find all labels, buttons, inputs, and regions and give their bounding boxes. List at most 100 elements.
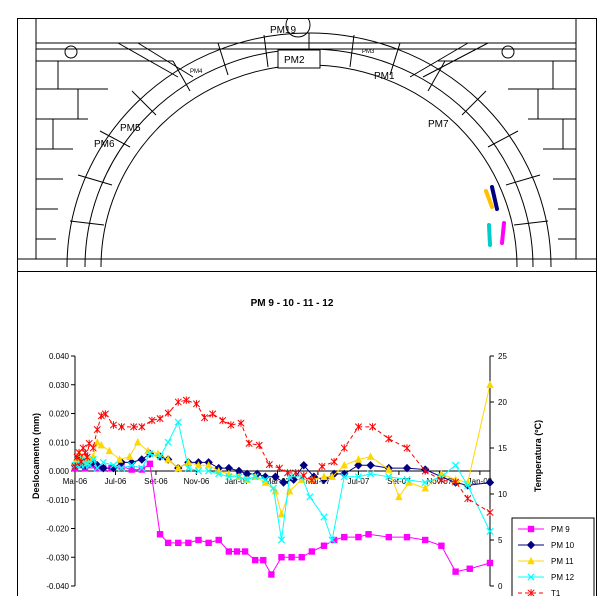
series-pm11 [71,380,494,518]
data-point-t1 [300,471,308,480]
data-point-pm10 [279,478,288,487]
data-point-pm11 [385,465,393,473]
drawing-label-pm6: PM6 [94,139,115,150]
data-point-pm12 [225,473,233,481]
data-point-pm12 [328,536,336,544]
data-point-pm11 [97,440,106,449]
data-point-pm9 [341,533,348,541]
data-point-pm12 [269,484,278,492]
data-point-pm11 [184,458,193,466]
data-point-t1 [421,467,429,475]
sensor-pm10-marker [490,185,499,211]
data-point-pm9 [466,565,473,572]
data-point-t1 [83,453,91,461]
y-tick-label: 0.010 [49,438,70,447]
legend-label-t1: T1 [551,589,561,596]
data-point-pm11 [174,463,182,472]
y2-tick-label: 20 [498,398,507,407]
data-point-t1 [209,410,217,418]
data-point-pm11 [486,380,494,388]
data-point-pm11 [164,455,172,463]
data-point-pm9 [138,466,146,473]
y-tick-label: 0.020 [49,410,70,419]
x-tick-label: Jul-06 [105,477,127,486]
data-point-t1 [130,423,138,431]
data-point-t1 [340,444,348,452]
data-point-pm9 [215,536,222,544]
data-point-t1 [227,421,235,429]
data-point-pm12 [194,467,203,475]
data-point-pm9 [164,539,172,547]
data-point-t1 [71,462,79,471]
data-point-pm10 [340,469,349,479]
data-point-t1 [452,478,460,486]
legend-box [511,517,595,596]
drawing-label-pm19: PM19 [270,25,297,36]
data-point-pm11 [105,446,114,455]
data-point-pm12 [204,467,213,475]
data-point-pm12 [486,527,494,535]
data-point-pm12 [385,473,393,481]
x-tick-label: Jul-07 [348,477,370,486]
data-point-t1 [219,416,227,425]
data-point-pm11 [366,452,375,460]
data-point-pm9 [195,536,202,544]
data-point-t1 [101,410,109,418]
data-point-t1 [245,439,253,448]
data-point-t1 [109,421,118,429]
series-line-t1 [74,399,491,513]
data-point-pm11 [93,438,101,446]
data-point-pm9 [128,466,135,473]
data-point-pm12 [117,464,126,472]
data-point-pm12 [421,478,429,487]
y-tick-label: 0.000 [49,467,70,476]
data-point-pm12 [128,461,136,469]
data-point-pm12 [366,470,375,478]
data-point-pm9 [278,554,285,561]
x-tick-label: Mai-06 [63,477,88,486]
data-point-pm10 [354,461,363,470]
data-point-pm10 [271,472,280,481]
data-point-pm12 [156,453,164,461]
legend-label-pm12: PM 12 [551,573,575,582]
data-point-pm11 [115,455,124,463]
data-point-pm9 [422,536,429,544]
data-point-pm9 [156,531,164,538]
data-point-pm9 [268,571,275,578]
y2-tick-label: 0 [498,582,503,591]
data-point-pm9 [251,556,259,564]
data-point-pm11 [421,484,429,492]
data-point-pm12 [109,461,118,469]
data-point-pm12 [85,461,93,469]
data-point-pm11 [125,452,134,460]
data-point-pm11 [204,461,213,469]
y-tick-label: -0.020 [46,525,69,534]
data-point-pm12 [277,536,286,544]
data-point-pm9 [365,531,372,538]
data-point-t1 [182,396,190,404]
series-line-pm11 [74,384,491,516]
data-point-pm9 [118,463,125,470]
data-point-pm10 [89,458,98,467]
data-point-pm9 [438,542,445,549]
data-point-t1 [255,441,263,449]
data-point-t1 [369,423,377,431]
data-point-t1 [93,425,101,434]
data-point-pm12 [99,458,107,466]
data-point-t1 [464,494,472,503]
data-point-pm9 [320,542,328,549]
x-tick-label: Set-06 [144,477,168,486]
data-point-pm11 [328,472,336,480]
data-point-pm12 [93,464,101,472]
data-point-pm12 [261,476,269,484]
y2-tick-label: 10 [498,490,507,499]
legend-marker-pm11 [527,556,535,565]
drawing-label-pm1: PM1 [374,71,395,82]
drawing-label-pm4: PM4 [190,69,203,75]
data-point-t1 [97,412,105,420]
data-point-pm12 [146,450,154,458]
data-point-pm12 [174,418,182,426]
data-point-t1 [275,464,284,472]
data-point-pm12 [403,476,411,484]
data-point-pm12 [340,473,348,481]
